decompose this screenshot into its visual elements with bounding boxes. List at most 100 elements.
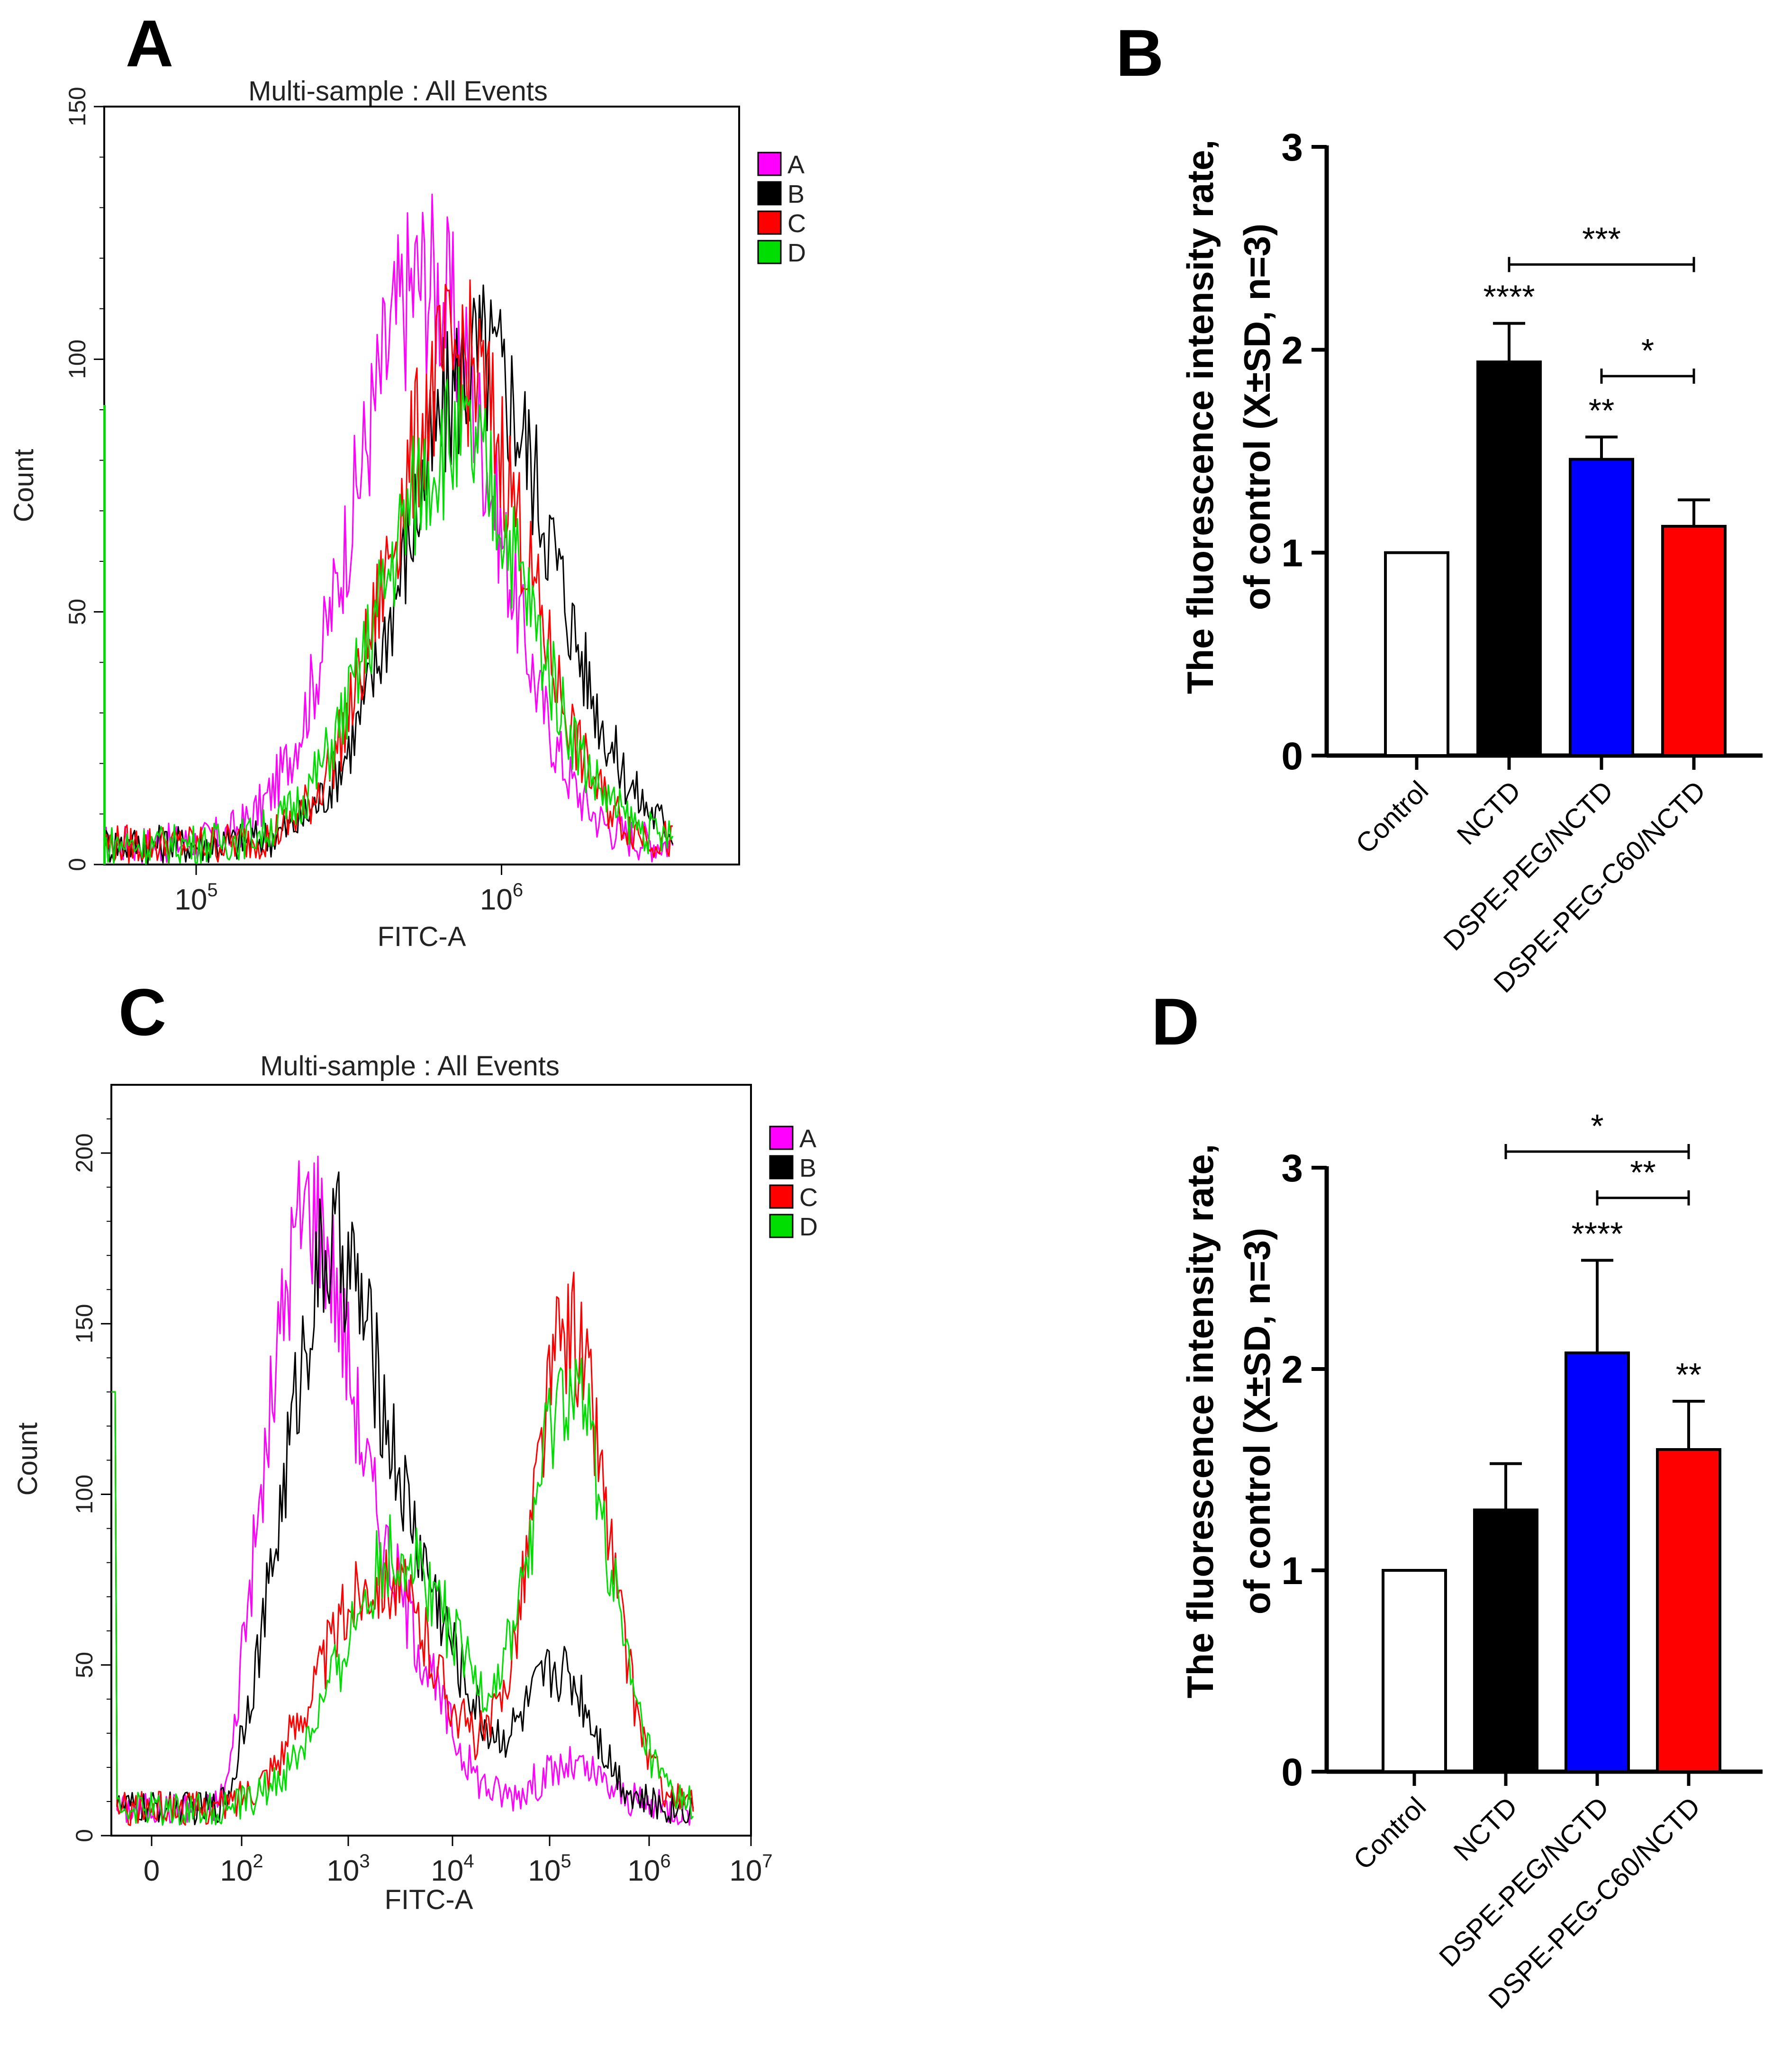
legend-swatch-b: [757, 181, 782, 206]
x-category-label: NCTD: [1447, 1791, 1523, 1867]
y-tick-label: 150: [64, 87, 90, 126]
panel-d-letter: D: [1151, 984, 1199, 1059]
x-tick-label: 105: [174, 880, 217, 916]
panel-b: B The fluorescence intensity rate, of co…: [1116, 16, 1763, 999]
x-category-label: Control: [1350, 775, 1434, 859]
legend-swatch-b: [769, 1155, 794, 1180]
x-tick-label: 0: [144, 1855, 160, 1887]
bar-dspe-peg-c60/nctd: [1656, 1448, 1721, 1773]
panel-a: A Multi-sample : All Events 0 50 100 150 10…: [9, 6, 806, 952]
panel-a-y-ticks: 0 50 100 150: [64, 87, 104, 871]
y-tick-label: 100: [64, 340, 90, 379]
x-tick-label: 105: [528, 1851, 571, 1887]
panel-c-title: Multi-sample : All Events: [260, 1051, 560, 1081]
y-tick-label: 0: [71, 1829, 98, 1842]
panel-c-plot-frame: [110, 1084, 752, 1837]
y-tick-label: 50: [71, 1652, 98, 1678]
legend-label-a: A: [787, 151, 805, 179]
panel-c-y-ticks: 0 50 100 150 200: [71, 1118, 111, 1842]
panel-b-y-axis-label-line2: of control (X±SD, n=3): [1236, 224, 1278, 610]
series-c-curve: [111, 1271, 694, 1826]
y-tick-label: 50: [64, 599, 90, 625]
y-tick-label: 150: [71, 1304, 98, 1343]
bar-dspe-peg/nctd: [1565, 1351, 1630, 1773]
x-category-label: NCTD: [1451, 775, 1527, 851]
x-category-label: DSPE-PEG/NCTD: [1438, 775, 1619, 956]
panel-c-x-ticks: 0 102 103 104 105 106 107: [144, 1836, 773, 1887]
y-tick-label: 3: [1281, 1147, 1303, 1190]
x-tick-label: 102: [220, 1851, 263, 1887]
bar-nctd: [1473, 1508, 1538, 1773]
panel-a-y-axis-label: Count: [9, 449, 39, 523]
y-tick-label: 0: [1281, 735, 1303, 778]
series-b-curve: [103, 284, 674, 865]
y-tick-label: 100: [71, 1475, 98, 1514]
panel-a-left-edge-events: [103, 405, 106, 865]
significance-bracket-label: *: [1591, 1108, 1603, 1144]
panel-a-curves: [103, 193, 674, 865]
legend-swatch-a: [757, 152, 782, 176]
panel-a-letter: A: [126, 6, 173, 81]
series-a-curve: [104, 193, 674, 864]
x-tick-label: 107: [729, 1851, 772, 1887]
legend-swatch-c: [757, 210, 782, 235]
y-tick-label: 3: [1281, 126, 1303, 169]
legend-swatch-d: [757, 240, 782, 264]
panel-c: C Multi-sample : All Events 0 50 100 150 200…: [12, 975, 818, 1915]
series-d-curve: [103, 366, 674, 865]
panel-d-y-axis-label-line1: The fluorescence intensity rate,: [1179, 1144, 1221, 1698]
panel-d-y-axis-label-line2: of control (X±SD, n=3): [1236, 1228, 1278, 1614]
panel-b-letter: B: [1116, 16, 1164, 90]
bar-significance-label: ****: [1483, 279, 1535, 315]
bar-significance-label: **: [1589, 392, 1614, 429]
panel-c-y-axis-label: Count: [12, 1423, 43, 1496]
x-tick-label: 106: [480, 880, 523, 916]
y-tick-label: 1: [1281, 532, 1303, 575]
legend-label-a: A: [799, 1125, 816, 1153]
legend-label-d: D: [787, 239, 806, 267]
significance-bracket-label: *: [1641, 332, 1654, 369]
y-tick-label: 0: [64, 858, 90, 871]
x-tick-label: 103: [326, 1851, 370, 1887]
series-d-curve: [111, 1357, 694, 1826]
legend-label-b: B: [787, 180, 805, 208]
y-tick-label: 1: [1281, 1549, 1303, 1593]
y-tick-label: 2: [1281, 1348, 1303, 1391]
y-tick-label: 0: [1281, 1751, 1303, 1794]
legend-swatch-c: [769, 1184, 794, 1209]
bar-control: [1382, 1569, 1447, 1773]
bar-control: [1384, 551, 1449, 757]
legend-swatch-a: [769, 1126, 794, 1150]
x-tick-label: 104: [431, 1851, 474, 1887]
legend-swatch-d: [769, 1214, 794, 1238]
bar-dspe-peg-c60/nctd: [1661, 524, 1727, 757]
panel-d: D The fluorescence intensity rate, of co…: [1151, 984, 1763, 2015]
bar-significance-label: ****: [1572, 1216, 1623, 1252]
bar-significance-label: **: [1676, 1356, 1701, 1393]
x-category-label: DSPE-PEG/NCTD: [1433, 1791, 1615, 1973]
panel-c-x-axis-label: FITC-A: [385, 1884, 473, 1915]
panel-c-curves: [111, 1155, 694, 1826]
y-tick-label: 2: [1281, 329, 1303, 372]
panel-a-title: Multi-sample : All Events: [248, 76, 548, 107]
significance-bracket-label: **: [1630, 1154, 1655, 1191]
legend-label-d: D: [799, 1213, 818, 1241]
significance-bracket-label: ***: [1582, 220, 1621, 257]
panel-a-x-ticks: 105 106: [174, 865, 523, 916]
x-tick-label: 106: [627, 1851, 670, 1887]
panel-c-letter: C: [118, 975, 166, 1049]
series-b-curve: [111, 1171, 694, 1826]
legend-label-c: C: [799, 1183, 818, 1212]
bar-nctd: [1476, 360, 1542, 757]
bar-dspe-peg/nctd: [1569, 458, 1634, 757]
panel-a-x-axis-label: FITC-A: [378, 921, 466, 952]
panel-b-chart: 0123Control****NCTD**DSPE-PEG/NCTDDSPE-P…: [1281, 126, 1763, 999]
legend-label-c: C: [787, 209, 806, 238]
legend-label-b: B: [799, 1154, 816, 1182]
panel-b-y-axis-label-line1: The fluorescence intensity rate,: [1179, 140, 1221, 694]
y-tick-label: 200: [71, 1133, 98, 1172]
